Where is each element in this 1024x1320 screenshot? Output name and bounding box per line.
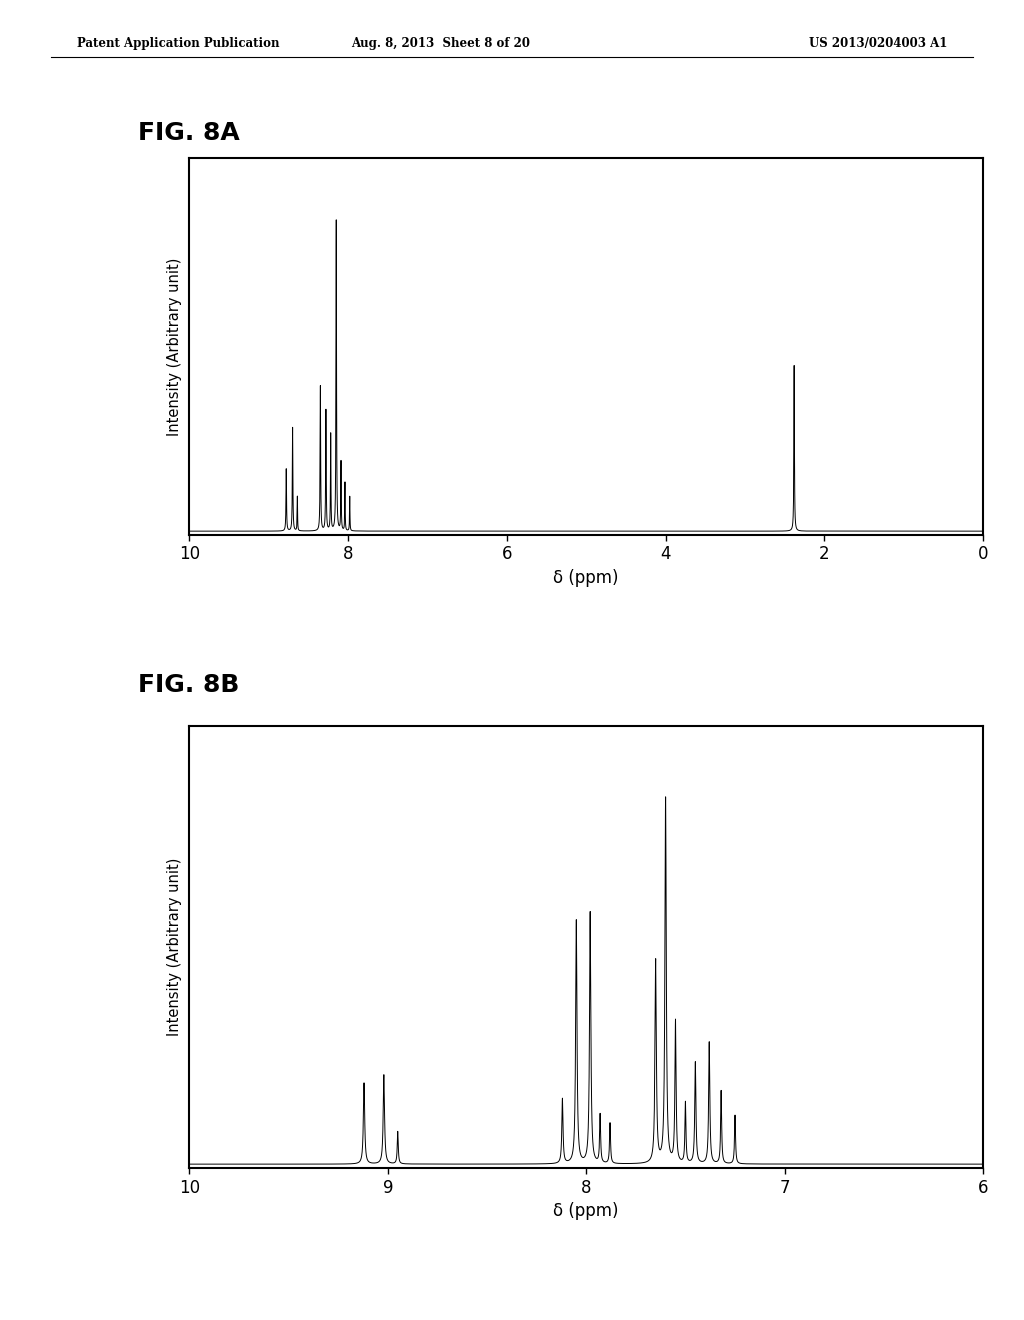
X-axis label: δ (ppm): δ (ppm)	[554, 1203, 618, 1220]
X-axis label: δ (ppm): δ (ppm)	[554, 569, 618, 586]
Text: Aug. 8, 2013  Sheet 8 of 20: Aug. 8, 2013 Sheet 8 of 20	[351, 37, 529, 50]
Text: FIG. 8B: FIG. 8B	[138, 673, 240, 697]
Y-axis label: Intensity (Arbitrary unit): Intensity (Arbitrary unit)	[168, 858, 182, 1036]
Text: FIG. 8A: FIG. 8A	[138, 121, 240, 145]
Text: Patent Application Publication: Patent Application Publication	[77, 37, 280, 50]
Y-axis label: Intensity (Arbitrary unit): Intensity (Arbitrary unit)	[168, 257, 182, 436]
Text: US 2013/0204003 A1: US 2013/0204003 A1	[809, 37, 947, 50]
